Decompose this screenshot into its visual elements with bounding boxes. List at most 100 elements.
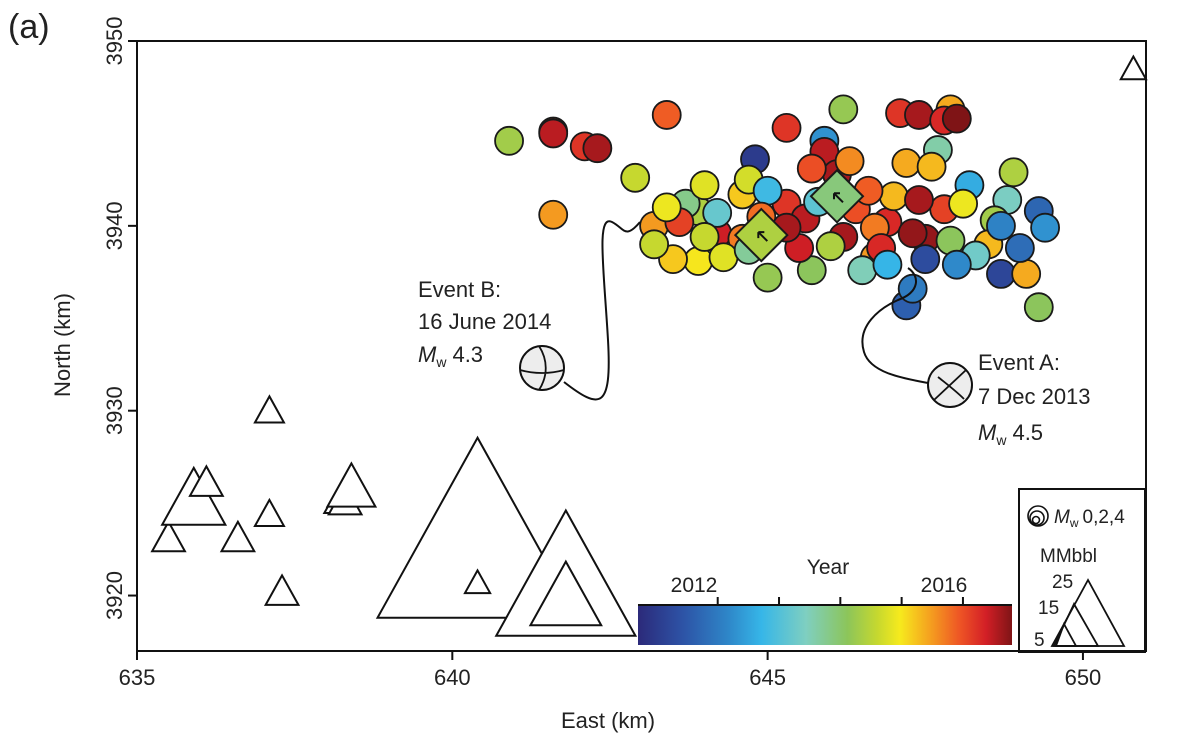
event-a-magnitude: Mw 4.5 [978, 420, 1043, 448]
event-b-beachball-icon [519, 345, 565, 391]
event-b-magnitude: Mw 4.3 [418, 342, 483, 370]
earthquake-point-38 [1011, 259, 1042, 289]
earthquake-point-26 [904, 100, 934, 130]
earthquake-point-24 [916, 151, 947, 182]
well-triangle-5 [253, 497, 286, 527]
event-a-mag-value: 4.5 [1012, 420, 1043, 445]
well-triangle-9 [325, 461, 378, 508]
y-axis-label: North (km) [50, 293, 75, 397]
earthquake-point-80 [796, 153, 827, 184]
y-tick-label-3920: 3920 [102, 571, 127, 620]
well-markers [150, 54, 1148, 637]
legend-mag-values: 0,2,4 [1083, 507, 1126, 528]
mainshock-arrow-icon-1 [832, 192, 844, 203]
earthquake-point-37 [986, 259, 1016, 289]
earthquake-point-23 [891, 148, 922, 178]
well-triangle-3 [219, 519, 256, 553]
well-triangle-11 [463, 568, 492, 595]
earthquake-point-66 [689, 222, 720, 252]
earthquake-point-71 [708, 242, 739, 273]
panel-label: (a) [8, 8, 50, 46]
earthquake-point-4 [582, 133, 613, 164]
earthquake-point-75 [986, 210, 1016, 241]
event-b-mag-sub: w [435, 354, 447, 370]
x-axis-label: East (km) [561, 708, 655, 733]
colorbar-title: Year [807, 556, 849, 579]
earthquake-point-42 [910, 244, 941, 275]
well-triangle-0 [150, 519, 187, 553]
y-tick-label-3930: 3930 [102, 386, 127, 435]
earthquake-point-74 [651, 192, 682, 223]
event-b-label: Event B: [418, 277, 501, 302]
legend-mag-symbol: M [1054, 507, 1070, 528]
volume-legend-5: 5 [1034, 630, 1045, 651]
volume-legend-triangle-icon [1050, 578, 1126, 647]
mainshock-markers [733, 168, 865, 263]
earthquake-point-45 [796, 255, 827, 286]
earthquake-point-29 [941, 103, 972, 134]
event-a-mag-symbol: M [978, 420, 997, 445]
earthquake-point-46 [752, 262, 783, 293]
x-tick-label-635: 635 [119, 665, 156, 690]
earthquake-point-16 [828, 94, 859, 125]
colorbar-tick-label-2012: 2012 [671, 574, 718, 597]
earthquake-point-77 [941, 249, 972, 280]
earthquake-point-0 [494, 125, 524, 156]
magnitude-legend-label: Mw 0,2,4 [1054, 507, 1125, 530]
event-b-connector [563, 220, 641, 401]
volume-legend-25: 25 [1052, 572, 1073, 593]
volume-legend-15: 15 [1038, 598, 1059, 619]
colorbar-gradient [638, 605, 1012, 645]
earthquake-point-49 [639, 229, 670, 260]
earthquake-point-30 [998, 157, 1029, 188]
axes: 635 640 645 650 3920 3930 3940 3950 [102, 17, 1101, 690]
earthquake-point-44 [847, 255, 878, 286]
event-a-label: Event A: [978, 350, 1060, 375]
earthquake-point-53 [702, 198, 733, 228]
mainshock-arrow-icon-0 [757, 231, 769, 242]
x-tick-label-640: 640 [434, 665, 471, 690]
earthquake-point-6 [538, 199, 569, 230]
earthquake-point-79 [689, 170, 720, 201]
event-b-mag-symbol: M [418, 342, 437, 367]
y-tick-label-3950: 3950 [102, 17, 127, 66]
legend: Mw 0,2,4 MMbbl 25 15 5 [1018, 488, 1146, 653]
y-tick-label-3940: 3940 [102, 201, 127, 250]
well-triangle-14 [1119, 54, 1148, 81]
x-tick-label-645: 645 [749, 665, 786, 690]
event-b-date: 16 June 2014 [418, 309, 551, 334]
event-a-connector [861, 267, 929, 384]
legend-mag-sub: w [1069, 516, 1079, 530]
earthquake-point-39 [1023, 292, 1054, 323]
event-a-mag-sub: w [995, 432, 1007, 448]
earthquake-point-76 [1004, 233, 1035, 263]
event-b-mag-value: 4.3 [452, 342, 483, 367]
earthquake-point-7 [620, 162, 651, 193]
earthquake-markers [494, 94, 1060, 323]
colorbar-ticks [716, 597, 964, 605]
earthquake-point-82 [904, 185, 934, 215]
colorbar-tick-label-2016: 2016 [921, 574, 968, 597]
event-b-annotation: Event B: 16 June 2014 Mw 4.3 [418, 220, 641, 401]
earthquake-point-5 [651, 100, 682, 130]
well-triangle-13 [528, 559, 603, 627]
x-tick-label-650: 650 [1065, 665, 1102, 690]
earthquake-point-17 [771, 112, 802, 143]
well-triangle-6 [263, 573, 301, 606]
earthquake-point-51 [752, 175, 783, 206]
earthquake-point-2 [538, 118, 569, 149]
earthquake-point-59 [878, 181, 909, 212]
earthquake-point-32 [1030, 212, 1060, 243]
well-triangle-4 [253, 394, 286, 424]
colorbar: Year 2012 2016 [638, 556, 1012, 645]
earthquake-point-78 [834, 146, 865, 177]
plot-frame [136, 40, 1147, 652]
well-triangle-10 [375, 435, 580, 619]
well-triangle-2 [188, 464, 225, 497]
magnitude-legend-icon [1027, 505, 1049, 527]
event-a-annotation: Event A: 7 Dec 2013 Mw 4.5 [861, 267, 1091, 448]
earthquake-point-61 [948, 188, 979, 219]
earthquake-point-81 [872, 249, 903, 280]
event-a-beachball-icon [927, 362, 973, 408]
